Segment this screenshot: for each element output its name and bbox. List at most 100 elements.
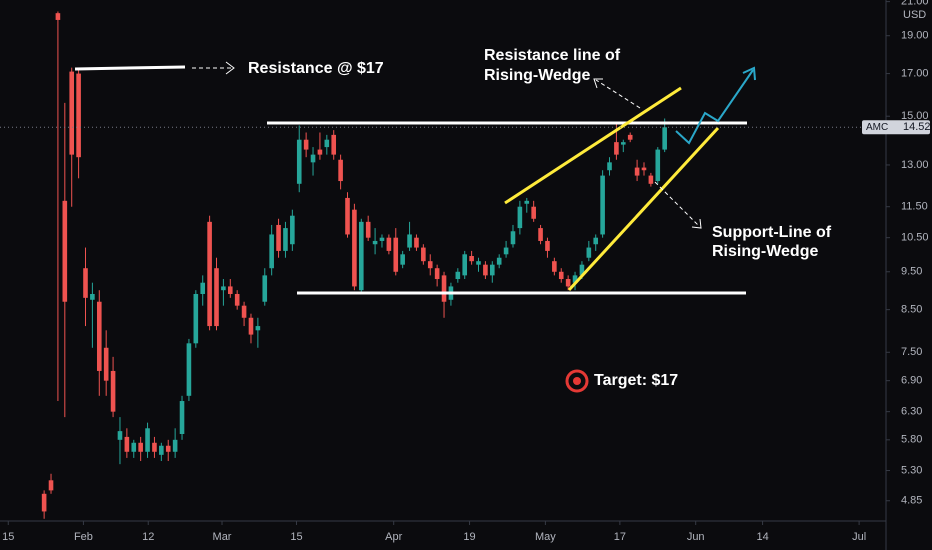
candle-body (427, 261, 433, 269)
y-tick-label: 4.85 (901, 495, 922, 507)
y-tick-label: 15.00 (901, 110, 929, 122)
candle-body (269, 234, 274, 269)
candle-body (586, 247, 592, 258)
annotation: Rising-Wedge (712, 243, 818, 260)
y-tick-label: 11.50 (901, 201, 928, 213)
candle-body (441, 275, 447, 302)
candle-body (593, 237, 599, 245)
y-tick-label: 8.50 (901, 304, 922, 316)
candle-body (276, 224, 281, 251)
arrow-head (742, 66, 756, 81)
annotation: Resistance @ $17 (248, 60, 384, 77)
price-tag-symbol: AMC (866, 122, 888, 133)
candle-body (407, 234, 412, 248)
y-tick-label: 6.90 (901, 375, 922, 387)
candle-body (455, 271, 461, 280)
price-axis-panel (886, 0, 932, 550)
candle-body (83, 268, 88, 298)
resistance-line (74, 65, 186, 71)
annotation: Target: $17 (594, 372, 678, 389)
candle-body (165, 445, 171, 452)
candle-body (414, 237, 419, 248)
candle-body (324, 139, 330, 148)
candle-body (248, 317, 254, 335)
candle-body (476, 261, 481, 265)
projection-path (675, 69, 754, 145)
candle-body (538, 228, 543, 241)
x-tick-label: Mar (213, 531, 232, 543)
x-tick-label: Jun (687, 531, 705, 543)
x-tick-label: May (535, 531, 556, 543)
y-tick-label: 7.50 (901, 346, 922, 358)
candle-body (338, 159, 343, 182)
candle-body (579, 264, 585, 276)
x-tick-label: Feb (74, 531, 93, 543)
candle-body (621, 142, 626, 145)
x-tick-label: Apr (385, 531, 402, 543)
candle-body (331, 134, 337, 155)
candle-body (234, 293, 240, 306)
candle-body (489, 264, 495, 276)
candle-body (469, 256, 474, 262)
arrow-head (593, 78, 603, 89)
wedge-lower (567, 126, 720, 292)
arrow-head (225, 61, 235, 75)
candle-body (565, 279, 571, 287)
candle-body (55, 13, 61, 20)
candle-body (655, 149, 661, 182)
candle-body (614, 142, 619, 155)
candle-body (76, 73, 81, 158)
candle-body (310, 154, 316, 163)
candle-body (262, 275, 268, 302)
x-tick-label: 15 (290, 531, 302, 543)
candle-body (531, 206, 536, 219)
y-tick-label: 5.30 (901, 464, 922, 476)
dashed-arrow (595, 79, 641, 109)
candle-body (48, 480, 54, 491)
candle-body (358, 221, 364, 291)
target-icon-center (573, 377, 581, 385)
candle-body (62, 200, 68, 302)
candle-body (483, 264, 488, 276)
y-tick-label: 19.00 (901, 30, 929, 42)
candle-body (145, 428, 150, 452)
y-tick-label: 21.00 (901, 0, 929, 8)
candle-body (241, 305, 247, 318)
candle-body (90, 293, 95, 300)
candle-body (159, 445, 164, 455)
y-tick-label: 10.50 (901, 232, 929, 244)
annotation: Resistance line of (484, 47, 621, 64)
candle-body (662, 127, 667, 150)
candle-body (386, 237, 392, 251)
candle-body (69, 71, 75, 155)
currency: USD (903, 9, 926, 21)
arrow-head (691, 218, 702, 229)
candle-body (227, 286, 233, 294)
candle-body (558, 271, 564, 280)
candle-body (296, 139, 302, 184)
price-tag (862, 120, 930, 135)
y-tick-label: 6.30 (901, 406, 922, 418)
candle-body (283, 228, 288, 251)
price-tag-value: 14.52 (903, 121, 931, 133)
x-tick-label: 15 (2, 531, 14, 543)
candle-body (131, 442, 137, 452)
candle-body (503, 247, 509, 255)
candle-body (634, 167, 640, 176)
y-tick-label: 13.00 (901, 159, 929, 171)
candle-body (545, 240, 550, 251)
candle-body (552, 261, 557, 272)
x-tick-label: 12 (142, 531, 154, 543)
candle-body (345, 197, 350, 235)
candle-body (372, 240, 378, 245)
candle-body (124, 436, 130, 452)
drawings (74, 61, 756, 393)
candle-body (110, 370, 116, 412)
candle-body (200, 282, 206, 294)
annotation: Rising-Wedge (484, 67, 590, 84)
candle-body (317, 149, 323, 155)
candle-body (152, 442, 157, 452)
candle-body (627, 134, 633, 140)
candle-body (648, 175, 654, 184)
candle-body (462, 254, 468, 276)
